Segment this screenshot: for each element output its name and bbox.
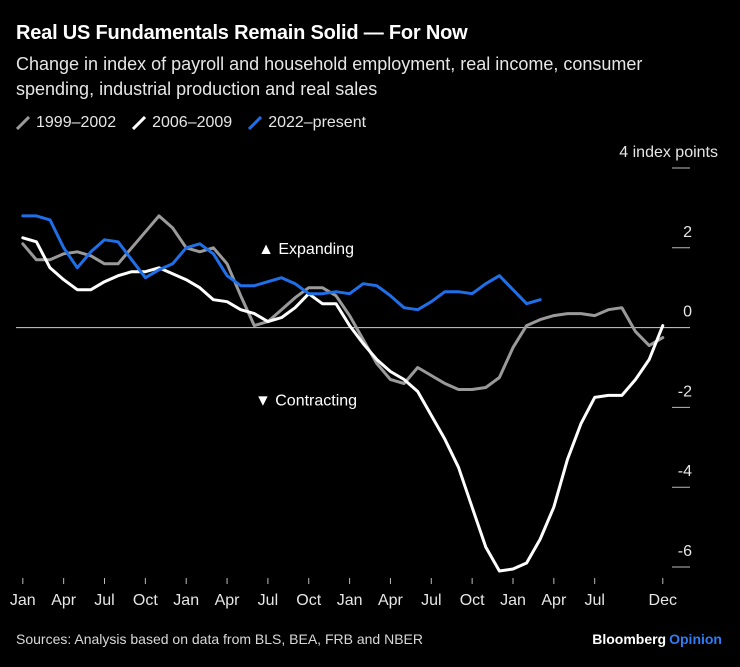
legend-swatch-1999-2002 bbox=[16, 116, 30, 130]
x-tick-label: Jul bbox=[94, 592, 114, 609]
x-tick-label: Jan bbox=[337, 592, 363, 609]
legend: 1999–2002 2006–2009 2022–present bbox=[16, 114, 366, 132]
y-tick-label: 0 bbox=[683, 304, 692, 321]
legend-item-2022-present: 2022–present bbox=[248, 114, 366, 132]
legend-swatch-2022-present bbox=[248, 116, 263, 130]
chart-subtitle: Change in index of payroll and household… bbox=[16, 54, 643, 99]
x-tick-label: Jan bbox=[173, 592, 199, 609]
y-tick-label: -6 bbox=[678, 543, 692, 560]
y-tick-label: 2 bbox=[683, 224, 692, 241]
annotation-contracting: ▼ Contracting bbox=[255, 392, 357, 409]
series-line-1999-2002 bbox=[21, 214, 665, 391]
x-tick-label: Oct bbox=[460, 592, 485, 609]
x-tick-label: Apr bbox=[51, 592, 77, 609]
legend-label-1999-2002: 1999–2002 bbox=[36, 114, 117, 131]
x-tick-label: Jan bbox=[10, 592, 36, 609]
y-tick-label: -4 bbox=[678, 463, 692, 480]
y-tick-label: -2 bbox=[678, 383, 692, 400]
x-tick-label: Dec bbox=[649, 592, 677, 609]
legend-swatch-2006-2009 bbox=[132, 116, 147, 130]
brand-logo: Bloomberg Opinion bbox=[592, 631, 722, 647]
x-tick-label: Apr bbox=[378, 592, 404, 609]
x-tick-label: Apr bbox=[215, 592, 241, 609]
x-tick-label: Jul bbox=[258, 592, 278, 609]
x-tick-label: Jul bbox=[421, 592, 441, 609]
legend-item-1999-2002: 1999–2002 bbox=[16, 114, 116, 132]
legend-label-2006-2009: 2006–2009 bbox=[152, 114, 233, 131]
y-unit-label: 4 index points bbox=[619, 144, 718, 161]
source-note: Sources: Analysis based on data from BLS… bbox=[16, 631, 423, 647]
legend-label-2022-present: 2022–present bbox=[268, 114, 367, 131]
x-tick-label: Apr bbox=[541, 592, 567, 609]
brand-name: Bloomberg bbox=[592, 631, 667, 647]
annotation-expanding: ▲ Expanding bbox=[258, 241, 354, 258]
legend-item-2006-2009: 2006–2009 bbox=[132, 114, 232, 132]
x-tick-label: Oct bbox=[296, 592, 321, 609]
series-line-2022-present bbox=[21, 214, 542, 312]
brand-suffix: Opinion bbox=[669, 631, 722, 647]
chart-title: Real US Fundamentals Remain Solid — For … bbox=[16, 22, 468, 44]
x-tick-label: Jan bbox=[500, 592, 526, 609]
x-tick-label: Oct bbox=[133, 592, 158, 609]
series-line-2006-2009 bbox=[21, 236, 665, 573]
x-tick-label: Jul bbox=[584, 592, 604, 609]
